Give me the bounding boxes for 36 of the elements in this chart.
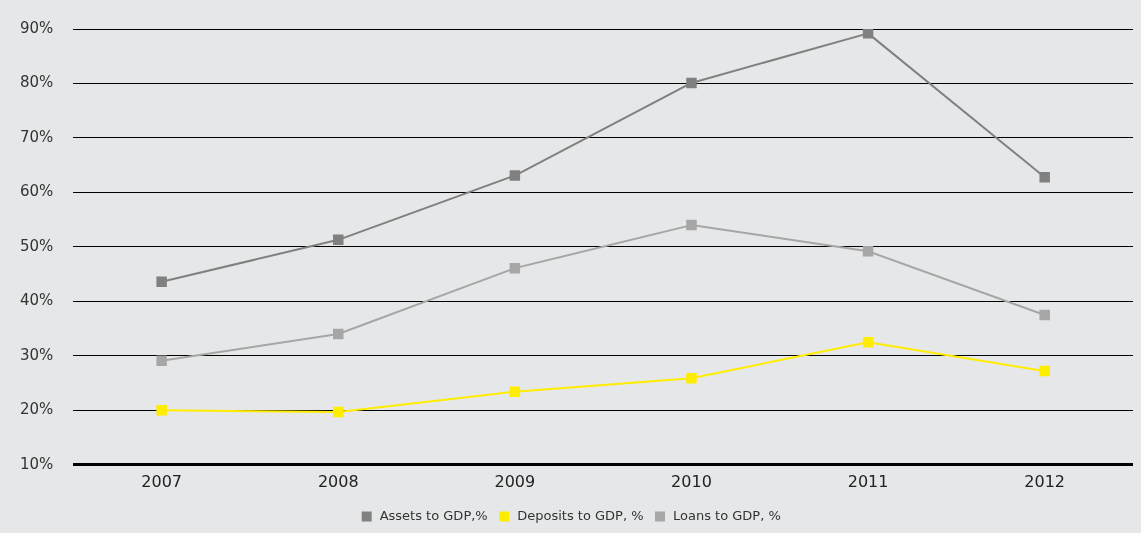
y-tick-label: 80% <box>20 73 54 92</box>
point <box>509 386 521 398</box>
y-tick-label: 20% <box>20 400 54 419</box>
point <box>686 372 697 384</box>
x-tick-label: 2008 <box>317 471 359 491</box>
y-tick-label: 30% <box>20 345 54 364</box>
point <box>862 29 874 39</box>
y-tick-label: 40% <box>20 291 54 310</box>
point <box>333 406 344 418</box>
point <box>862 336 874 348</box>
point <box>333 234 344 246</box>
point <box>1039 365 1050 377</box>
x-tick-label: 2011 <box>847 471 889 491</box>
y-tick-label: 60% <box>20 182 54 201</box>
x-tick-label: 2012 <box>1024 471 1066 491</box>
point <box>156 276 167 288</box>
y-tick-label: 90% <box>20 18 54 37</box>
legend-label: Deposits to GDP, % <box>517 507 644 523</box>
legend-label: Loans to GDP, % <box>673 507 781 523</box>
point <box>509 262 521 274</box>
point <box>156 405 167 416</box>
point <box>686 219 697 231</box>
point <box>156 355 167 366</box>
y-tick-label: 10% <box>20 454 54 473</box>
point <box>1039 171 1050 183</box>
x-tick-label: 2007 <box>141 471 182 491</box>
y-tick-label: 70% <box>20 127 54 146</box>
legend-label: Assets to GDP,% <box>379 507 488 523</box>
point <box>509 170 521 181</box>
point <box>1039 309 1050 321</box>
point <box>686 77 697 89</box>
x-tick-label: 2009 <box>494 471 536 491</box>
y-tick-label: 50% <box>20 236 54 255</box>
point <box>333 328 344 340</box>
point <box>862 246 874 257</box>
x-tick-label: 2010 <box>671 471 712 491</box>
